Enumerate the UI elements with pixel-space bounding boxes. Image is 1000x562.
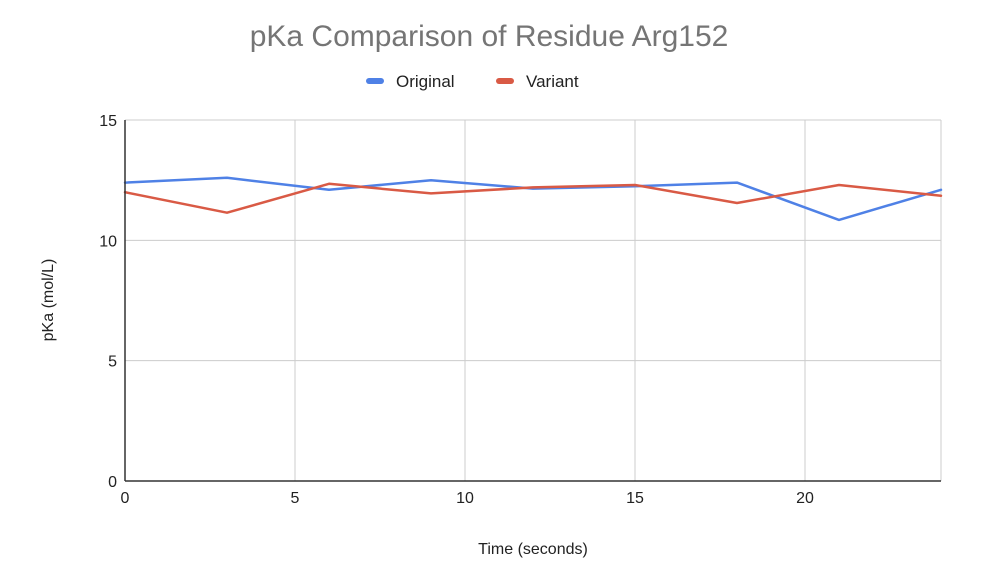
- legend-swatch-variant: [496, 78, 514, 84]
- y-tick-label: 0: [108, 474, 117, 491]
- series-layer: [123, 176, 943, 222]
- y-tick-label: 5: [108, 354, 117, 371]
- x-tick-label: 0: [121, 490, 130, 507]
- x-tick-label: 20: [796, 490, 814, 507]
- grid: [125, 119, 942, 481]
- series-line-variant: [123, 182, 943, 214]
- series-line-original: [123, 176, 943, 222]
- legend-label-variant: Variant: [526, 72, 579, 91]
- x-axis-label: Time (seconds): [478, 541, 588, 558]
- x-tick-label: 10: [456, 490, 474, 507]
- x-tick-label: 5: [291, 490, 300, 507]
- x-tick-label: 15: [626, 490, 644, 507]
- y-axis-label: pKa (mol/L): [40, 259, 57, 342]
- x-tick-labels: 0 5 10 15 20: [121, 490, 814, 507]
- legend: Original Variant: [366, 72, 579, 91]
- legend-swatch-original: [366, 78, 384, 84]
- y-tick-label: 10: [99, 233, 117, 250]
- chart-title: pKa Comparison of Residue Arg152: [250, 20, 729, 53]
- y-tick-label: 15: [99, 113, 117, 130]
- y-tick-labels: 0 5 10 15: [99, 113, 117, 491]
- axes: [124, 120, 941, 482]
- legend-label-original: Original: [396, 72, 455, 91]
